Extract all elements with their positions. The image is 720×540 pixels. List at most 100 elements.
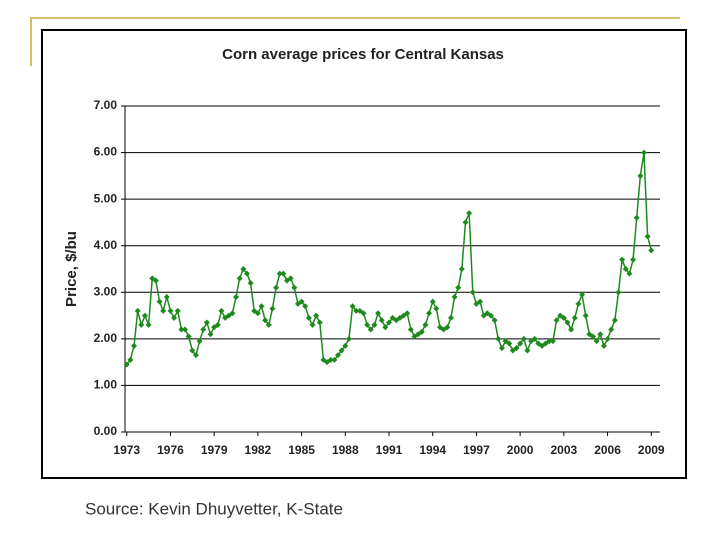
data-point bbox=[487, 312, 494, 319]
data-point bbox=[531, 335, 538, 342]
y-axis-label: Price, $/bu bbox=[63, 231, 80, 307]
data-point bbox=[192, 352, 199, 359]
data-point bbox=[604, 335, 611, 342]
data-point bbox=[513, 345, 520, 352]
data-point bbox=[138, 321, 145, 328]
data-point bbox=[520, 335, 527, 342]
data-point bbox=[608, 326, 615, 333]
x-tick-label: 1982 bbox=[245, 443, 272, 457]
x-tick-label: 1979 bbox=[201, 443, 228, 457]
data-point bbox=[630, 256, 637, 263]
data-point bbox=[386, 319, 393, 326]
data-point bbox=[152, 277, 159, 284]
data-point bbox=[189, 347, 196, 354]
data-point bbox=[309, 321, 316, 328]
data-point bbox=[451, 293, 458, 300]
data-point bbox=[367, 326, 374, 333]
data-point bbox=[123, 361, 130, 368]
data-point bbox=[407, 326, 414, 333]
data-point bbox=[633, 214, 640, 221]
data-point bbox=[298, 298, 305, 305]
x-tick-label: 2006 bbox=[594, 443, 621, 457]
x-tick-label: 2000 bbox=[507, 443, 534, 457]
data-point bbox=[345, 335, 352, 342]
data-point bbox=[276, 270, 283, 277]
data-point bbox=[203, 319, 210, 326]
data-point bbox=[422, 321, 429, 328]
chart-title: Corn average prices for Central Kansas bbox=[222, 46, 504, 63]
y-tick-label: 5.00 bbox=[94, 191, 118, 205]
data-point bbox=[185, 333, 192, 340]
data-point bbox=[167, 307, 174, 314]
x-tick-label: 1994 bbox=[419, 443, 446, 457]
data-point bbox=[444, 324, 451, 331]
plot: 0.00 1.00 2.00 3.00 4.00 5.00 6.00 7.00 1973 1976… bbox=[94, 98, 665, 457]
data-point bbox=[265, 321, 272, 328]
data-point bbox=[229, 310, 236, 317]
data-point bbox=[160, 307, 167, 314]
data-point bbox=[447, 314, 454, 321]
data-point bbox=[644, 233, 651, 240]
data-point bbox=[597, 331, 604, 338]
y-tick-label: 2.00 bbox=[94, 331, 118, 345]
data-point bbox=[327, 356, 334, 363]
data-point bbox=[579, 291, 586, 298]
data-point bbox=[611, 317, 618, 324]
data-point bbox=[382, 324, 389, 331]
x-tick-label: 1973 bbox=[113, 443, 140, 457]
data-point bbox=[240, 266, 247, 272]
data-point bbox=[364, 321, 371, 328]
data-point bbox=[269, 305, 276, 312]
data-point bbox=[305, 314, 312, 321]
data-point bbox=[273, 284, 280, 291]
data-point bbox=[495, 335, 502, 342]
data-point bbox=[546, 338, 553, 345]
source: Source: Kevin Dhuyvetter, K-State bbox=[85, 499, 343, 518]
data-point bbox=[648, 247, 655, 254]
data-point bbox=[251, 307, 258, 314]
data-point bbox=[455, 284, 462, 291]
chart-frame bbox=[41, 29, 687, 479]
data-point bbox=[280, 270, 287, 277]
data-point bbox=[491, 317, 498, 324]
y-tick-label: 4.00 bbox=[94, 238, 118, 252]
data-point bbox=[353, 307, 360, 314]
data-point bbox=[233, 293, 240, 300]
data-point bbox=[553, 317, 560, 324]
data-point bbox=[342, 342, 349, 349]
data-point bbox=[506, 340, 513, 347]
data-point bbox=[589, 333, 596, 340]
data-point bbox=[582, 312, 589, 319]
data-point bbox=[127, 356, 134, 363]
data-point bbox=[131, 342, 138, 349]
data-point bbox=[615, 289, 622, 296]
data-point bbox=[218, 307, 225, 314]
data-point bbox=[498, 345, 505, 352]
data-point bbox=[254, 310, 261, 317]
data-point bbox=[458, 266, 465, 272]
y-tick-label: 3.00 bbox=[94, 284, 118, 298]
data-point bbox=[626, 270, 633, 277]
data-point bbox=[200, 326, 207, 333]
x-tick-label: 2003 bbox=[550, 443, 577, 457]
y-tick-label: 1.00 bbox=[94, 378, 118, 392]
data-point bbox=[433, 305, 440, 312]
y-tick-label: 0.00 bbox=[94, 424, 118, 438]
data-point bbox=[247, 279, 254, 286]
data-point bbox=[640, 149, 647, 156]
data-point bbox=[243, 270, 250, 277]
data-point bbox=[469, 289, 476, 296]
data-point bbox=[477, 298, 484, 305]
data-point bbox=[360, 310, 367, 317]
data-point bbox=[549, 338, 556, 345]
data-point bbox=[524, 347, 531, 354]
data-point bbox=[291, 284, 298, 291]
data-point bbox=[600, 342, 607, 349]
data-point bbox=[174, 307, 181, 314]
data-point bbox=[335, 352, 342, 359]
data-point bbox=[462, 219, 469, 226]
data-point bbox=[287, 275, 294, 282]
data-point bbox=[145, 321, 152, 328]
data-point bbox=[571, 314, 578, 321]
